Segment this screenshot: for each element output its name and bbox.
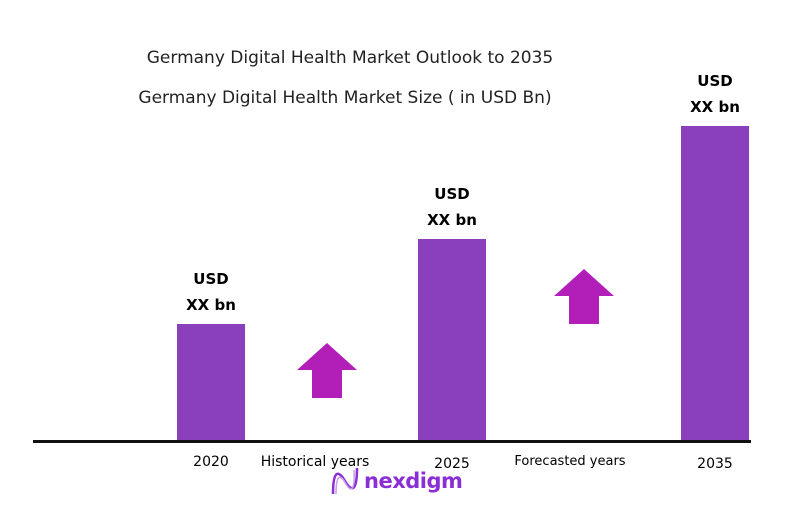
growth-arrow-forecast-icon: [554, 269, 614, 324]
period-label-forecast: Forecasted years: [514, 454, 626, 469]
data-label-line: XX bn: [690, 98, 740, 116]
nexdigm-logo: nexdigm: [330, 466, 463, 496]
arrow-shape: [297, 343, 357, 398]
bar-2035: [681, 126, 749, 441]
data-label-line: XX bn: [427, 211, 477, 230]
arrow-shape: [554, 269, 614, 324]
x-tick-label: 2025: [434, 456, 470, 472]
data-label: USD XX bn: [151, 266, 271, 318]
logo-text: nexdigm: [364, 469, 463, 493]
bar-2020: [177, 324, 245, 441]
period-label-historical: Historical years: [260, 454, 370, 470]
data-label: USD XX bn: [655, 68, 775, 120]
bar-2025: [418, 239, 486, 441]
x-tick-label: 2020: [193, 454, 229, 470]
data-label-line: USD: [434, 185, 470, 204]
growth-arrow-historical-icon: [297, 343, 357, 398]
chart-subtitle: Germany Digital Health Market Size ( in …: [138, 88, 552, 108]
x-tick-label: 2035: [697, 456, 733, 472]
nexdigm-logo-icon: [331, 467, 359, 495]
data-label: USD XX bn: [392, 181, 512, 233]
data-label-line: XX bn: [186, 296, 236, 315]
data-label-line: USD: [193, 270, 229, 289]
data-label-line: USD: [697, 72, 733, 90]
chart-title: Germany Digital Health Market Outlook to…: [146, 48, 554, 68]
x-axis-line: [33, 440, 751, 443]
